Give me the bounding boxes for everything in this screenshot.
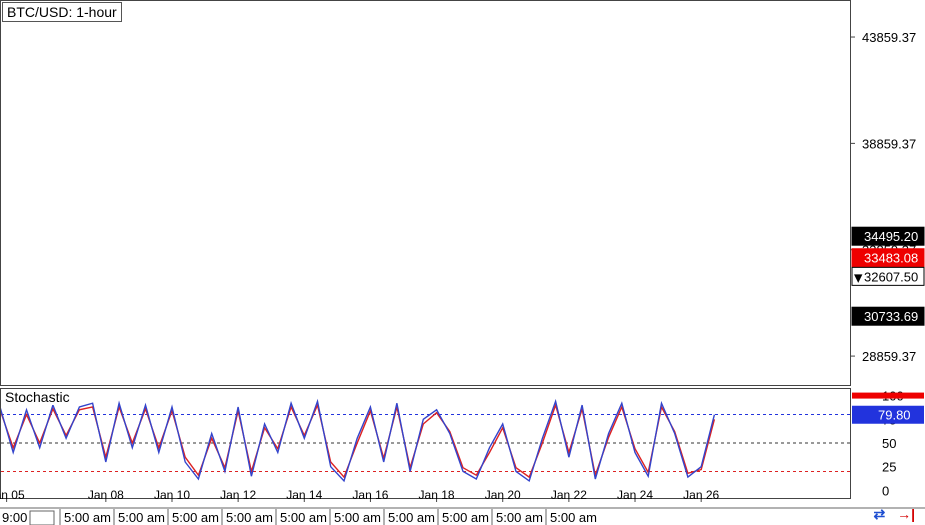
sync-icon[interactable]: ⇄ — [873, 506, 886, 522]
time-bar-label: 5:00 am — [388, 510, 435, 525]
price-tag-label: 30733.69 — [864, 309, 918, 324]
y-tick-label: 38859.37 — [862, 136, 916, 151]
price-tag-box — [851, 266, 925, 286]
time-bar-label: 5:00 am — [172, 510, 219, 525]
price-tag-box — [851, 226, 925, 246]
time-scroll-handle — [29, 510, 55, 525]
current-price-marker-icon: ▼ — [854, 271, 863, 284]
y-tick-label: 28859.37 — [862, 349, 916, 364]
stochastic-y-tick-label: 50 — [882, 436, 896, 451]
status-icons: ⇄ →| — [865, 506, 915, 523]
x-tick-label: Jan 22 — [551, 488, 587, 502]
stochastic-main-line — [0, 398, 716, 483]
time-bar-label: 5:00 am — [442, 510, 489, 525]
stochastic-value-tag — [852, 405, 924, 424]
x-tick-label: Jan 26 — [683, 488, 719, 502]
time-bar-label: 5:00 am — [226, 510, 273, 525]
time-bar-label: 5:00 am — [550, 510, 597, 525]
stochastic-frame — [0, 388, 851, 499]
stochastic-label: Stochastic — [2, 389, 73, 405]
stochastic-y-tick-label: 0 — [882, 483, 889, 498]
arrow-right-icon[interactable]: →| — [897, 506, 915, 522]
time-bar-label: 5:00 am — [280, 510, 327, 525]
time-bar-label: 5:00 am — [64, 510, 111, 525]
x-tick-label: Jan 12 — [220, 488, 256, 502]
y-tick-label: 43859.37 — [862, 30, 916, 45]
price-tag-label: 32607.50 — [864, 269, 918, 284]
price-tag-box — [851, 248, 925, 268]
x-tick-label: Jan 10 — [154, 488, 190, 502]
stochastic-overbought-tag — [852, 392, 924, 399]
time-bar-label: 5:00 am — [118, 510, 165, 525]
stochastic-signal-line — [0, 402, 716, 479]
price-tag-label: 33483.08 — [864, 251, 918, 266]
time-bar-label: 9:00 — [2, 510, 27, 525]
time-bar-label: 5:00 am — [334, 510, 381, 525]
x-tick-label: Jan 14 — [286, 488, 322, 502]
x-tick-label: Jan 20 — [485, 488, 521, 502]
x-tick-label: Jan 05 — [0, 488, 25, 502]
stochastic-value-label: 79.80 — [878, 408, 911, 423]
stochastic-y-tick-label: 25 — [882, 460, 896, 475]
price-tag-label: 34495.20 — [864, 229, 918, 244]
stochastic-plot — [0, 398, 850, 483]
x-tick-label: Jan 18 — [419, 488, 455, 502]
time-bar-label: 5:00 am — [496, 510, 543, 525]
price-tag-box — [851, 306, 925, 326]
x-tick-label: Jan 24 — [617, 488, 653, 502]
x-tick-label: Jan 16 — [352, 488, 388, 502]
chart-title: BTC/USD: 1-hour — [2, 2, 122, 22]
x-tick-label: Jan 08 — [88, 488, 124, 502]
price-frame — [0, 0, 851, 386]
